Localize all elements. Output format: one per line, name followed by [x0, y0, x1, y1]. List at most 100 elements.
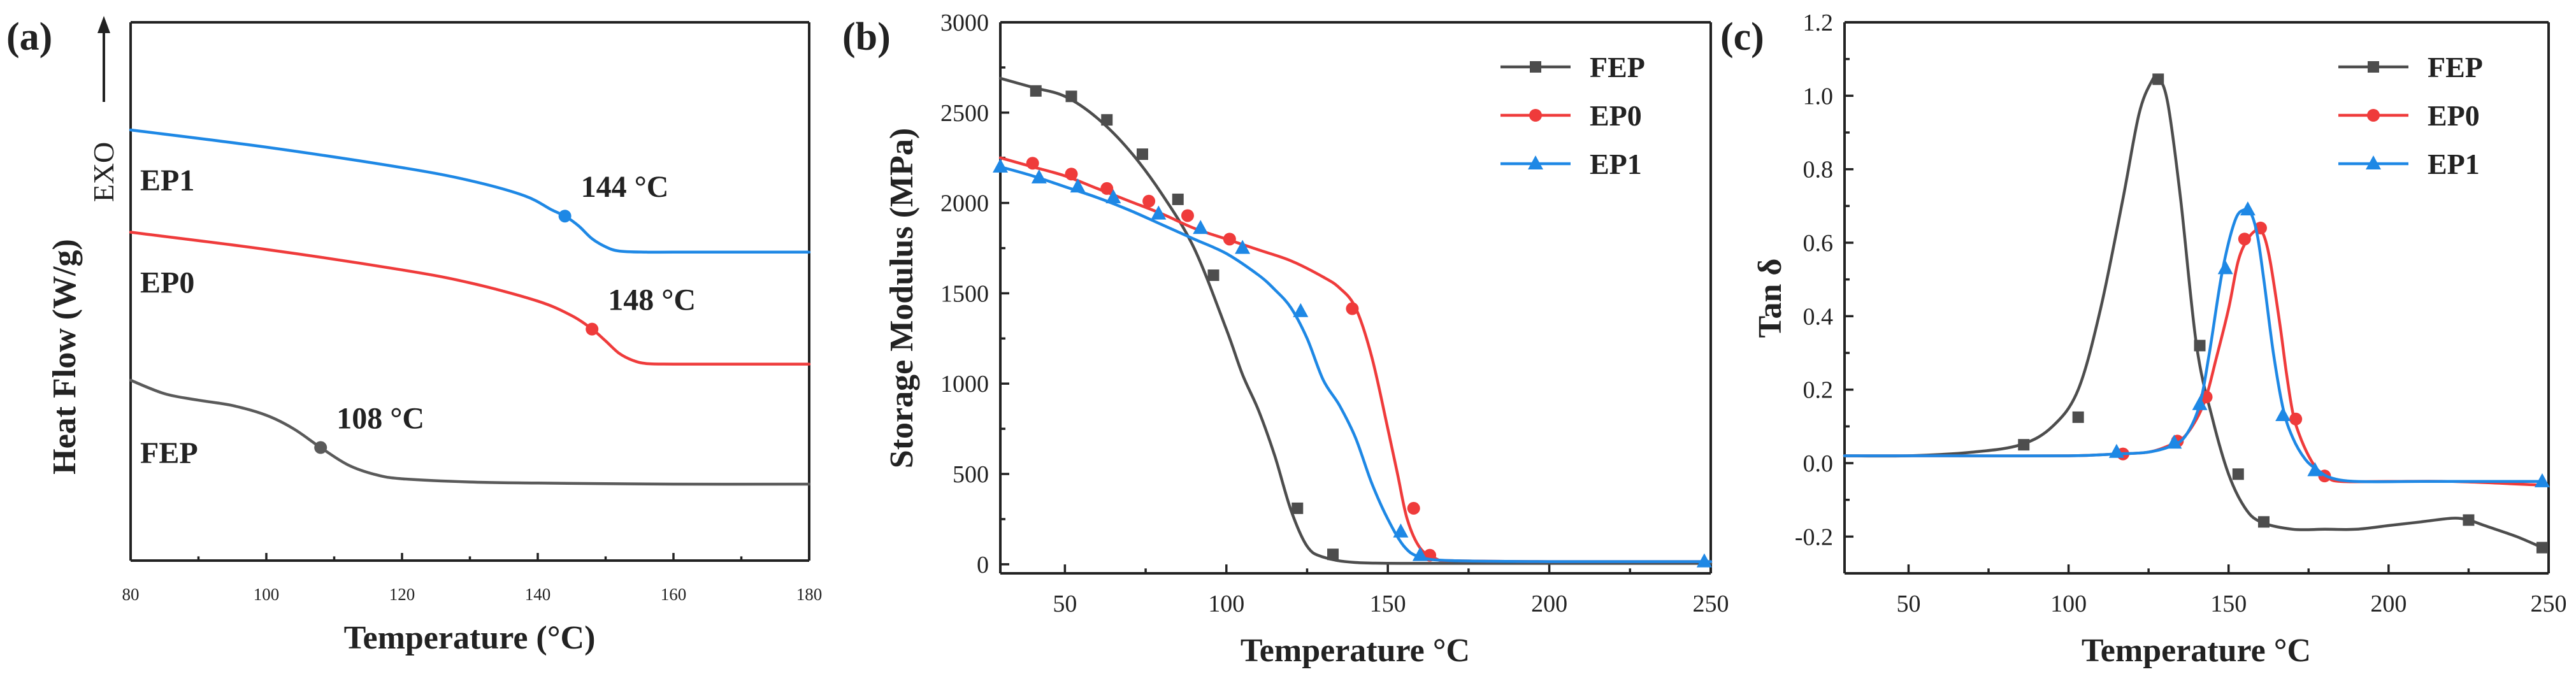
panel-a-transition-point-ep0	[586, 322, 599, 336]
panel-c-legend-item-ep0: EP0	[2338, 99, 2480, 132]
panel-a-x-ticks: 80 100 120 140 160 180	[122, 553, 823, 604]
panel-c-x-ticks: 50 100 150 200 250	[1896, 564, 2567, 617]
panel-a-x-tick-label: 80	[122, 585, 140, 604]
panel-b-legend-label-ep0: EP0	[1590, 99, 1642, 132]
panel-b-data-point-fep	[1101, 114, 1113, 126]
panel-b-legend-marker-ep1	[1528, 155, 1543, 169]
panel-c-series-line-ep0	[1843, 228, 2544, 487]
panel-b-data-point-ep1	[1393, 523, 1409, 538]
panel-a-series: 144 °C EP1 148 °C EP0 108 °C FEP	[129, 128, 811, 486]
panel-a-series-label-fep: FEP	[140, 436, 198, 470]
panel-c-data-point-ep1	[2275, 407, 2291, 422]
panel-b-y-ticks: 0 500 1000 1500 2000 2500 3000	[940, 10, 1009, 578]
panel-b-data-point-ep1	[1235, 240, 1251, 254]
panel-a-transition-point-ep1	[558, 210, 572, 223]
panel-b-legend-marker-fep	[1530, 61, 1541, 73]
panel-c-y-tick-label: 0.4	[1803, 303, 1834, 330]
panel-b-data-point-fep	[1137, 148, 1148, 161]
panel-a-x-tick-label: 180	[796, 585, 823, 604]
panel-c-x-tick-label: 200	[2370, 591, 2407, 617]
panel-a-transition-point-fep	[314, 441, 327, 454]
panel-b-data-point-ep1	[1070, 178, 1086, 193]
panel-b-data-point-ep0	[1181, 209, 1194, 222]
panel-a-series-line-fep	[129, 378, 811, 486]
panel-c-series	[1843, 73, 2550, 554]
panel-c-axes	[1843, 21, 2550, 575]
panel-b-data-point-ep0	[1142, 194, 1156, 208]
panel-b-series-line-ep1	[998, 165, 1713, 563]
panel-b-label: (b)	[842, 15, 891, 59]
panel-b-x-ticks: 50 100 150 200 250	[1053, 564, 1729, 617]
panel-b-x-tick-label: 100	[1208, 591, 1244, 617]
panel-b-y-tick-label: 2000	[940, 190, 989, 217]
panel-a-annotation-fep: 108 °C	[336, 402, 424, 436]
panel-a-annotation-ep0: 148 °C	[608, 283, 696, 317]
panel-c-data-point-ep1	[2534, 473, 2550, 487]
panel-b-y-axis-label: Storage Modulus (MPa)	[884, 128, 920, 468]
panel-a-series-line-ep1	[129, 128, 811, 254]
panel-c-y-tick-label: 0.2	[1803, 377, 1834, 404]
panel-a-exo-indicator: EXO	[87, 16, 120, 202]
panel-c-data-point-ep1	[2217, 260, 2233, 275]
panel-b-legend: FEP EP0 EP1	[1500, 51, 1645, 180]
panel-b-data-point-fep	[1172, 193, 1184, 205]
panel-a-x-axis-label: Temperature (°C)	[344, 620, 596, 656]
panel-c-x-tick-label: 250	[2531, 591, 2567, 617]
panel-b-legend-item-fep: FEP	[1500, 51, 1645, 83]
panel-c-legend-label-fep: FEP	[2428, 51, 2483, 83]
panel-c-data-point-fep	[2536, 541, 2548, 554]
panel-b-y-tick-label: 3000	[940, 10, 989, 36]
panel-c-series-ep1	[1843, 201, 2550, 487]
panel-c-series-ep0	[1843, 221, 2544, 487]
panel-b-series-line-fep	[998, 76, 1713, 565]
panel-b-data-point-ep1	[1151, 205, 1167, 220]
panel-c-data-point-ep0	[2238, 233, 2251, 246]
panel-a-x-tick-label: 160	[661, 585, 687, 604]
panel-a-series-fep: 108 °C FEP	[129, 378, 811, 486]
panel-b-data-point-fep	[1327, 548, 1339, 561]
panel-c-legend-item-ep1: EP1	[2338, 148, 2480, 180]
panel-c-y-tick-label: 1.2	[1803, 10, 1834, 36]
panel-a-annotation-ep1: 144 °C	[581, 170, 669, 204]
panel-c-data-point-ep1	[2108, 443, 2124, 458]
panel-a-axes	[129, 21, 810, 562]
panel-b-data-point-ep1	[1293, 303, 1309, 317]
panel-b-legend-marker-ep0	[1529, 109, 1542, 122]
panel-c: (c) 50 100 150 200 250 -0.2 0.0 0.2 0.4 0.6 0.8 1.…	[1720, 10, 2567, 669]
panel-b-series-ep0	[998, 156, 1713, 563]
panel-c-label: (c)	[1720, 15, 1764, 59]
panel-b-series-fep	[998, 76, 1713, 565]
panel-c-y-axis-label: Tan δ	[1752, 259, 1788, 338]
panel-b-data-point-fep	[1065, 90, 1077, 103]
panel-a-exo-arrow-head	[97, 16, 110, 33]
panel-c-legend-marker-ep0	[2367, 109, 2380, 122]
panel-c-data-point-ep0	[2289, 412, 2303, 426]
panel-a-label: (a)	[6, 15, 52, 59]
panel-c-legend-label-ep0: EP0	[2428, 99, 2480, 132]
panel-b-data-point-ep0	[1100, 182, 1114, 195]
panel-c-x-tick-label: 150	[2210, 591, 2247, 617]
panel-c-data-point-fep	[2463, 514, 2475, 526]
panel-b-data-point-ep1	[1105, 189, 1121, 204]
panel-c-data-point-fep	[2152, 73, 2164, 85]
panel-b-data-point-fep	[1292, 502, 1304, 514]
panel-a: (a) 80 100 120 140 160 180 144 °C EP1 148 °C EP0…	[6, 15, 822, 656]
panel-c-y-ticks: -0.2 0.0 0.2 0.4 0.6 0.8 1.0 1.2	[1795, 10, 1853, 550]
panel-b-y-tick-label: 500	[953, 461, 989, 488]
panel-b: (b) 50 100 150 200 250 0 500 1000 1500 2000 2500 3…	[842, 10, 1729, 669]
panel-b-legend-item-ep0: EP0	[1500, 99, 1642, 132]
panel-c-x-tick-label: 50	[1896, 591, 1920, 617]
panel-b-series-ep1	[993, 158, 1713, 568]
panel-c-data-point-ep1	[2307, 462, 2323, 476]
panel-c-series-line-fep	[1843, 74, 2544, 549]
panel-a-x-tick-label: 100	[254, 585, 280, 604]
panel-c-series-line-ep1	[1843, 208, 2544, 484]
panel-b-x-tick-label: 50	[1053, 591, 1077, 617]
panel-b-series-line-ep0	[998, 156, 1713, 563]
panel-b-y-tick-label: 0	[977, 552, 989, 578]
panel-b-data-point-fep	[1207, 269, 1220, 282]
panel-b-legend-label-ep1: EP1	[1590, 148, 1642, 180]
panel-c-data-point-fep	[2072, 411, 2084, 423]
panel-b-data-point-fep	[1030, 85, 1042, 97]
